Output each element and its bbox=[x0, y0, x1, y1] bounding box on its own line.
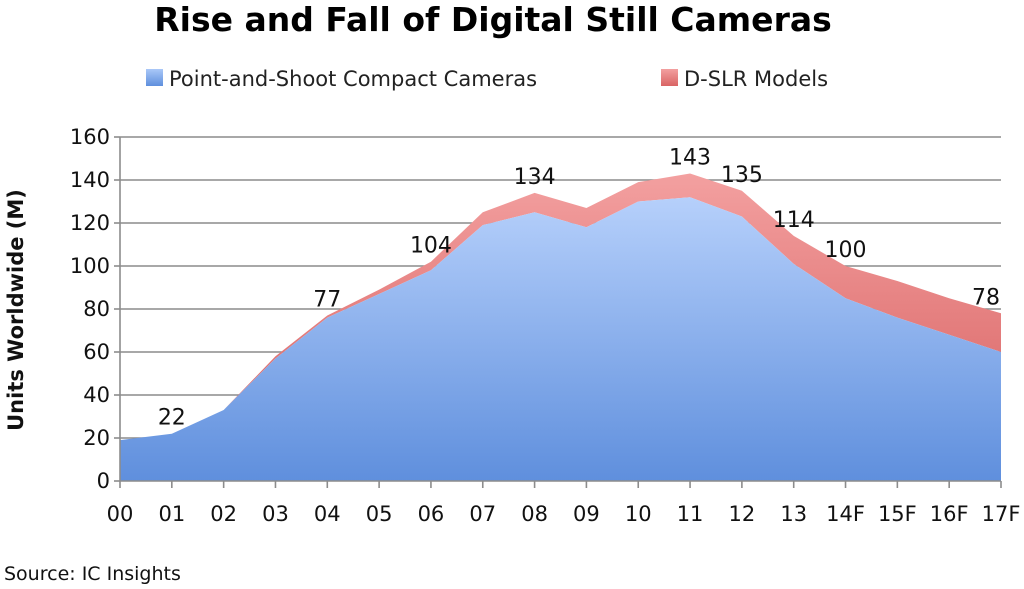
y-tick-labels: 0 20 40 60 80 100 120 140 160 bbox=[70, 125, 110, 493]
area-point-and-shoot bbox=[120, 197, 1001, 481]
legend-label-compact: Point-and-Shoot Compact Cameras bbox=[169, 67, 537, 91]
x-tick-label-16F: 16F bbox=[930, 502, 969, 526]
x-tick-label-07: 07 bbox=[469, 502, 496, 526]
x-tick-labels: 00 01 02 03 04 05 06 07 08 09 10 11 12 13 14F 15F 16F 17F bbox=[107, 502, 1021, 526]
y-tick-label-100: 100 bbox=[70, 254, 110, 278]
y-tick-label-160: 160 bbox=[70, 125, 110, 149]
x-tick-label-02: 02 bbox=[210, 502, 237, 526]
data-label-14F: 100 bbox=[825, 238, 867, 263]
x-tick-label-04: 04 bbox=[314, 502, 341, 526]
y-tick-label-40: 40 bbox=[83, 383, 110, 407]
x-tick-label-06: 06 bbox=[418, 502, 445, 526]
data-label-01: 22 bbox=[158, 406, 186, 431]
y-tick-label-140: 140 bbox=[70, 168, 110, 192]
legend-swatch-dslr bbox=[661, 69, 678, 86]
area-dslr-models bbox=[120, 173, 1001, 441]
data-label-04: 77 bbox=[313, 287, 341, 312]
data-label-12: 135 bbox=[721, 163, 763, 188]
data-label-17F: 78 bbox=[972, 285, 1000, 310]
x-tick-label-03: 03 bbox=[262, 502, 289, 526]
x-tick-label-09: 09 bbox=[573, 502, 600, 526]
data-labels: 22 77 104 134 143 135 114 100 78 bbox=[158, 146, 1000, 431]
x-tick-label-01: 01 bbox=[158, 502, 185, 526]
legend: Point-and-Shoot Compact Cameras D-SLR Mo… bbox=[146, 67, 828, 91]
data-label-11: 143 bbox=[669, 146, 711, 171]
x-tick-label-17F: 17F bbox=[982, 502, 1021, 526]
x-tick-label-11: 11 bbox=[677, 502, 704, 526]
y-tick-label-20: 20 bbox=[83, 426, 110, 450]
chart-title: Rise and Fall of Digital Still Cameras bbox=[154, 0, 832, 39]
legend-label-dslr: D-SLR Models bbox=[684, 67, 828, 91]
x-tick-label-14F: 14F bbox=[826, 502, 865, 526]
y-tick-label-80: 80 bbox=[83, 297, 110, 321]
y-tick-label-0: 0 bbox=[97, 469, 110, 493]
x-tick-label-15F: 15F bbox=[878, 502, 917, 526]
data-label-13: 114 bbox=[773, 208, 815, 233]
source-note: Source: IC Insights bbox=[4, 563, 181, 585]
x-tick-label-10: 10 bbox=[625, 502, 652, 526]
x-tick-label-08: 08 bbox=[521, 502, 548, 526]
x-tick-label-12: 12 bbox=[729, 502, 756, 526]
y-tick-label-60: 60 bbox=[83, 340, 110, 364]
x-tick-label-00: 00 bbox=[107, 502, 134, 526]
y-tick-label-120: 120 bbox=[70, 211, 110, 235]
axes bbox=[114, 136, 1002, 488]
y-axis-label: Units Worldwide (M) bbox=[4, 189, 28, 431]
x-tick-label-13: 13 bbox=[780, 502, 807, 526]
data-label-06: 104 bbox=[410, 234, 452, 259]
areas bbox=[120, 173, 1001, 481]
legend-swatch-compact bbox=[146, 69, 163, 86]
data-label-08: 134 bbox=[514, 165, 556, 190]
x-tick-label-05: 05 bbox=[366, 502, 393, 526]
